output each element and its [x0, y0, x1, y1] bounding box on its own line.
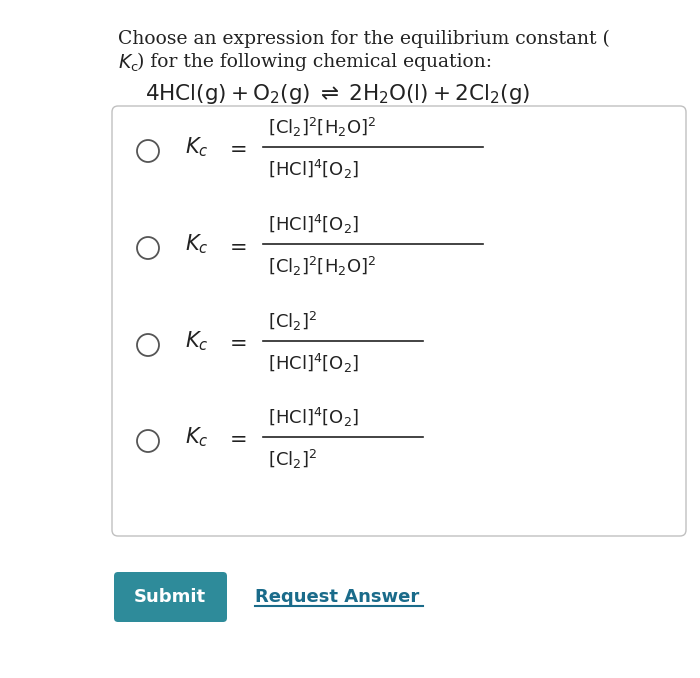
Text: $[\mathrm{HCl}]^4[\mathrm{O_2}]$: $[\mathrm{HCl}]^4[\mathrm{O_2}]$ [268, 212, 359, 235]
Text: Choose an expression for the equilibrium constant (: Choose an expression for the equilibrium… [118, 30, 610, 48]
Text: $[\mathrm{Cl_2}]^2$: $[\mathrm{Cl_2}]^2$ [268, 447, 317, 471]
Text: $K_c$: $K_c$ [185, 425, 209, 449]
Circle shape [137, 334, 159, 356]
Text: $[\mathrm{HCl}]^4[\mathrm{O_2}]$: $[\mathrm{HCl}]^4[\mathrm{O_2}]$ [268, 351, 359, 374]
Text: $K_\mathrm{c}$: $K_\mathrm{c}$ [118, 53, 139, 75]
FancyBboxPatch shape [114, 572, 227, 622]
Text: $=$: $=$ [225, 140, 246, 159]
Text: $[\mathrm{Cl_2}]^2[\mathrm{H_2O}]^2$: $[\mathrm{Cl_2}]^2[\mathrm{H_2O}]^2$ [268, 115, 377, 138]
Text: Request Answer: Request Answer [255, 588, 419, 606]
Text: $K_c$: $K_c$ [185, 232, 209, 256]
Text: $[\mathrm{HCl}]^4[\mathrm{O_2}]$: $[\mathrm{HCl}]^4[\mathrm{O_2}]$ [268, 157, 359, 180]
Text: $=$: $=$ [225, 334, 246, 353]
Circle shape [137, 430, 159, 452]
Text: $=$: $=$ [225, 429, 246, 449]
Text: $=$: $=$ [225, 237, 246, 256]
Text: $4\mathrm{HCl(g)} + \mathrm{O_2(g)}\;\rightleftharpoons\;2\mathrm{H_2O(l)} + 2\m: $4\mathrm{HCl(g)} + \mathrm{O_2(g)}\;\ri… [145, 82, 531, 106]
Text: Submit: Submit [134, 588, 206, 606]
Text: $[\mathrm{HCl}]^4[\mathrm{O_2}]$: $[\mathrm{HCl}]^4[\mathrm{O_2}]$ [268, 405, 359, 428]
Text: $[\mathrm{Cl_2}]^2[\mathrm{H_2O}]^2$: $[\mathrm{Cl_2}]^2[\mathrm{H_2O}]^2$ [268, 254, 377, 277]
Text: ) for the following chemical equation:: ) for the following chemical equation: [137, 53, 492, 71]
Text: $K_c$: $K_c$ [185, 135, 209, 159]
Circle shape [137, 237, 159, 259]
Circle shape [137, 140, 159, 162]
FancyBboxPatch shape [112, 106, 686, 536]
Text: $K_c$: $K_c$ [185, 330, 209, 353]
Text: $[\mathrm{Cl_2}]^2$: $[\mathrm{Cl_2}]^2$ [268, 309, 317, 332]
